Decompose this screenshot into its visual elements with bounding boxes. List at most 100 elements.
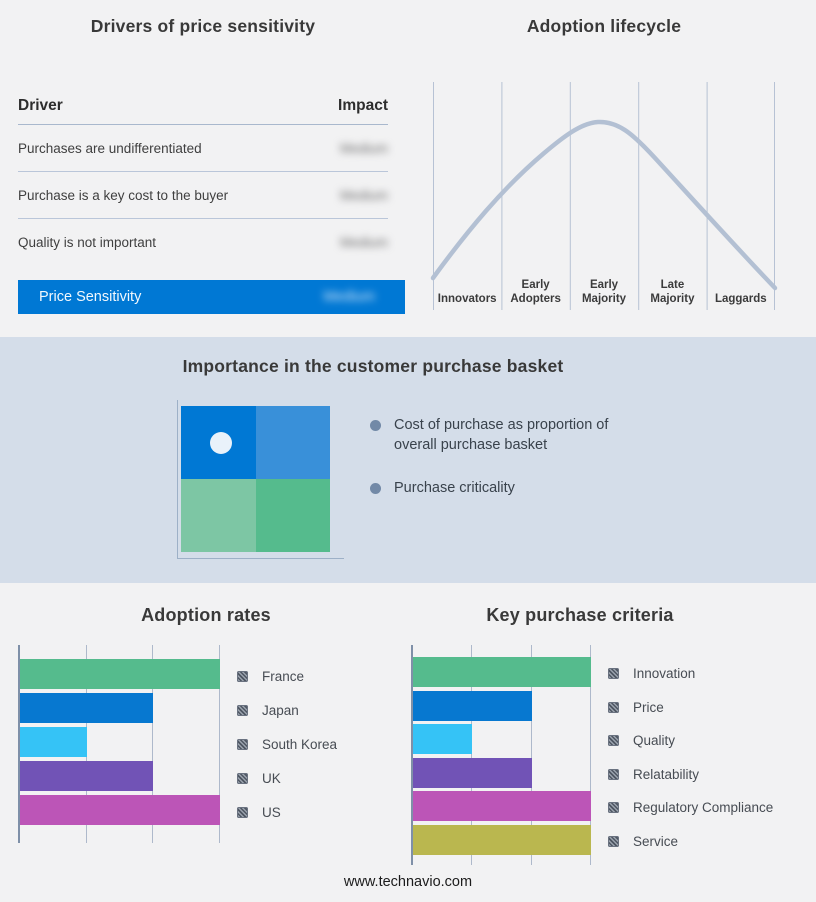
legend-marker-icon <box>608 835 619 847</box>
bar-relatability <box>413 757 532 788</box>
bell-curve <box>430 119 778 291</box>
legend-item-japan: Japan <box>237 693 337 727</box>
x-gridline <box>219 645 220 843</box>
legend-item-relatability: Relatability <box>608 758 773 792</box>
x-gridline <box>590 645 591 865</box>
position-marker-dot <box>210 432 232 454</box>
impact-cell-redacted: Medium <box>339 140 388 156</box>
legend-marker-icon <box>237 704 248 716</box>
impact-cell-redacted: Medium <box>339 187 388 203</box>
x-gridline <box>471 645 473 865</box>
legend-marker-icon <box>608 768 619 780</box>
impact-cell-redacted: Medium <box>339 234 388 250</box>
drivers-panel-title: Drivers of price sensitivity <box>90 16 316 36</box>
bar-uk <box>20 761 154 791</box>
drivers-table-body: Purchases are undifferentiated Medium Purc… <box>18 125 388 265</box>
legend-item-france: France <box>237 659 337 693</box>
stage-label-early-majority: Early Majority <box>581 279 627 305</box>
legend-item-price: Price <box>608 691 773 725</box>
quadrant-top-right <box>255 406 330 479</box>
adoption-rates-legend: France Japan South Korea UK US <box>237 659 337 829</box>
quadrant-bottom-left <box>181 479 256 552</box>
quadrant-y-axis <box>177 400 178 559</box>
lifecycle-stage-labels: Innovators Early Adopters Early Majority La… <box>433 258 775 306</box>
driver-cell: Quality is not important <box>18 234 157 250</box>
driver-row: Quality is not important Medium <box>18 219 388 265</box>
quadrant-bottom-right <box>255 479 330 552</box>
bullet-dot-icon <box>370 483 381 494</box>
key-purchase-criteria-title: Key purchase criteria <box>486 605 674 625</box>
legend-item-south-korea: South Korea <box>237 727 337 761</box>
legend-marker-icon <box>237 670 248 682</box>
legend-label: Japan <box>262 702 299 718</box>
drivers-panel: Drivers of price sensitivity Driver Impa… <box>18 16 405 314</box>
legend-label: Relatability <box>633 766 700 782</box>
bar-row <box>413 791 591 825</box>
x-gridline <box>530 645 532 865</box>
stage-label-early-adopters: Early Adopters <box>510 279 561 305</box>
key-purchase-criteria-chart <box>411 645 591 865</box>
legend-label: Price <box>633 699 664 715</box>
bar-row <box>20 727 220 761</box>
key-purchase-criteria-legend: Innovation Price Quality Relatability Regula… <box>608 657 773 858</box>
purchase-basket-bullet-list: Cost of purchase as proportion of overal… <box>370 415 650 521</box>
stage-label-innovators: Innovators <box>437 293 497 305</box>
bar-row <box>20 659 220 693</box>
bar-us <box>20 795 220 825</box>
purchase-basket-panel: Importance in the customer purchase bask… <box>0 337 816 583</box>
purchase-basket-title: Importance in the customer purchase bask… <box>182 356 564 376</box>
legend-marker-icon <box>608 701 619 713</box>
bullet-item: Purchase criticality <box>370 478 650 498</box>
legend-label: UK <box>262 770 281 786</box>
impact-column-header: Impact <box>338 97 388 114</box>
legend-marker-icon <box>608 802 619 814</box>
lifecycle-chart <box>430 82 778 310</box>
bar-row <box>20 795 220 829</box>
drivers-table-header: Driver Impact <box>18 97 388 125</box>
driver-row: Purchase is a key cost to the buyer Mediu… <box>18 172 388 219</box>
adoption-rates-chart <box>18 645 220 843</box>
price-sensitivity-impact-redacted: Medium <box>323 289 375 305</box>
legend-label: France <box>262 668 305 684</box>
bar-row <box>20 761 220 795</box>
stage-label-late-majority: Late Majority <box>650 279 695 305</box>
bar-row <box>413 690 591 725</box>
bar-price <box>413 690 532 721</box>
quadrant-x-axis <box>177 558 344 559</box>
bar-row <box>20 693 220 727</box>
bar-quality <box>413 724 473 754</box>
legend-label: Quality <box>633 733 676 749</box>
price-sensitivity-label: Price Sensitivity <box>39 289 142 305</box>
legend-label: Regulatory Compliance <box>633 800 774 816</box>
legend-marker-icon <box>237 806 248 818</box>
bullet-item: Cost of purchase as proportion of overal… <box>370 415 650 455</box>
legend-item-us: US <box>237 795 337 829</box>
legend-item-innovation: Innovation <box>608 657 773 691</box>
bullet-text: Purchase criticality <box>394 480 515 496</box>
bar-service <box>413 824 591 855</box>
driver-row: Purchases are undifferentiated Medium <box>18 125 388 172</box>
bar-row <box>413 757 591 792</box>
bar-south-korea <box>20 727 87 757</box>
legend-item-uk: UK <box>237 761 337 795</box>
legend-label: US <box>262 804 281 820</box>
x-gridline <box>152 645 154 843</box>
bar-japan <box>20 693 154 723</box>
bullet-text: Cost of purchase as proportion of overal… <box>394 417 609 453</box>
driver-column-header: Driver <box>18 97 63 114</box>
bar-row <box>413 724 591 758</box>
quadrant-top-left <box>181 406 256 479</box>
website-footer: www.technavio.com <box>343 874 473 890</box>
bullet-dot-icon <box>370 420 381 431</box>
lifecycle-panel-title: Adoption lifecycle <box>526 16 682 36</box>
bar-france <box>20 659 220 689</box>
legend-item-quality: Quality <box>608 724 773 758</box>
legend-label: South Korea <box>262 736 338 752</box>
quadrant-chart <box>181 406 330 552</box>
bar-row <box>413 824 591 859</box>
legend-marker-icon <box>237 772 248 784</box>
legend-marker-icon <box>608 735 619 747</box>
legend-item-service: Service <box>608 825 773 859</box>
legend-marker-icon <box>608 668 619 680</box>
driver-cell: Purchase is a key cost to the buyer <box>18 187 229 203</box>
